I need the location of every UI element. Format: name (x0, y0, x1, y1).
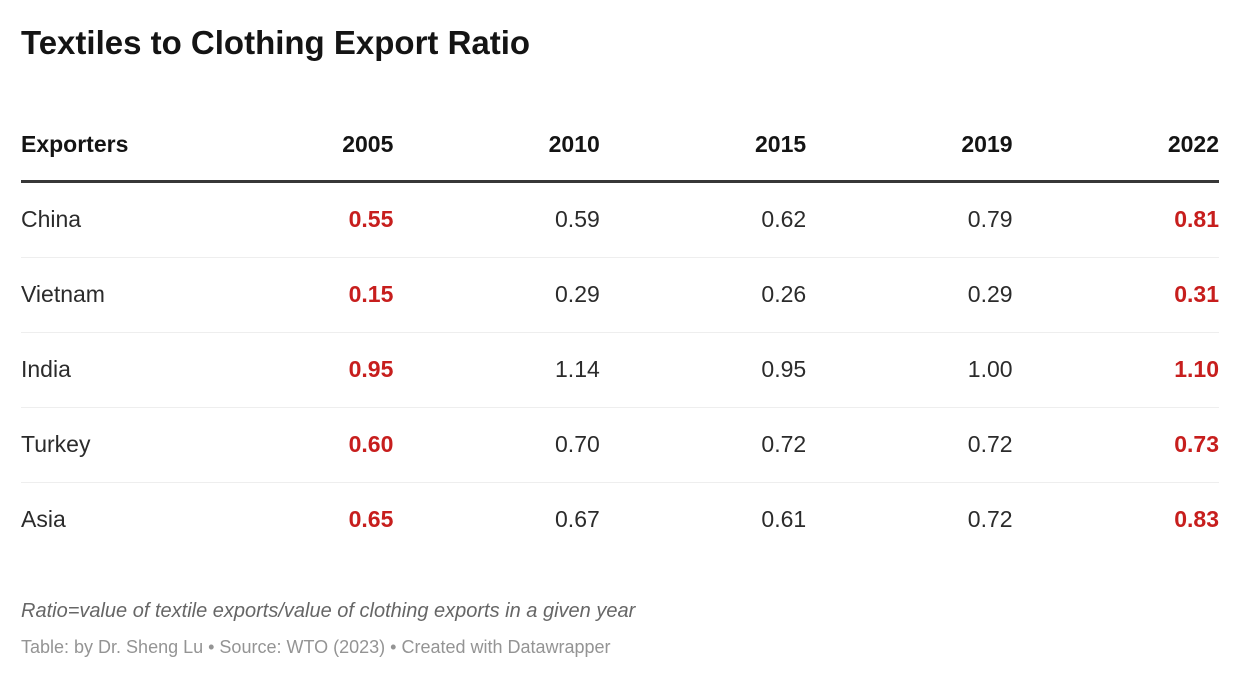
cell-value-highlighted: 0.60 (187, 407, 394, 483)
row-label: Asia (21, 506, 66, 532)
row-label: Vietnam (21, 257, 187, 333)
cell-value: 0.70 (393, 407, 600, 483)
cell-value: 0.79 (806, 181, 1013, 258)
row-label: Turkey (21, 407, 187, 483)
column-header-2005: 2005 (187, 117, 394, 183)
column-header-2010: 2010 (393, 117, 600, 183)
cell-value: 0.72 (806, 407, 1013, 483)
table-row-turkey: Turkey 0.60 0.70 0.72 0.72 0.73 (21, 407, 1219, 483)
cell-value: 0.59 (393, 181, 600, 258)
cell-value: 0.29 (806, 257, 1013, 333)
column-header-2022: 2022 (1012, 117, 1219, 183)
page-title: Textiles to Clothing Export Ratio (21, 24, 531, 61)
cell-value-highlighted: 0.31 (1012, 257, 1219, 333)
table-row-vietnam: Vietnam 0.15 0.29 0.26 0.29 0.31 (21, 257, 1219, 333)
cell-value-highlighted: 0.81 (1012, 181, 1219, 258)
cell-value: 0.67 (555, 506, 600, 532)
row-label: China (21, 181, 187, 258)
cell-value: 1.14 (393, 332, 600, 408)
cell-value: 0.26 (599, 257, 807, 333)
column-header-2019: 2019 (806, 117, 1013, 183)
row-label: India (21, 332, 187, 408)
cell-value-highlighted: 0.65 (348, 506, 394, 532)
cell-value: 0.29 (393, 257, 600, 333)
cell-value: 0.95 (599, 332, 807, 408)
cell-value-highlighted: 0.73 (1012, 407, 1219, 483)
datawrapper-table-page: Textiles to Clothing Export Ratio Export… (21, 24, 1219, 657)
cell-value: 0.61 (761, 506, 807, 532)
cell-value: 1.00 (806, 332, 1013, 408)
attribution: Table: by Dr. Sheng Lu • Source: WTO (20… (21, 637, 611, 657)
column-header-2015: 2015 (599, 117, 807, 183)
header-row: Exporters 2005 2010 2015 2019 2022 (21, 117, 1219, 183)
table-row-india: India 0.95 1.14 0.95 1.00 1.10 (21, 332, 1219, 408)
cell-value-highlighted: 0.95 (187, 332, 394, 408)
cell-value-highlighted: 1.10 (1012, 332, 1219, 408)
table-row-china: China 0.55 0.59 0.62 0.79 0.81 (21, 181, 1219, 258)
cell-value-highlighted: 0.15 (187, 257, 394, 333)
cell-value: 0.62 (599, 181, 807, 258)
column-header-exporters: Exporters (21, 117, 187, 183)
table-row-asia: Asia 0.65 0.67 0.61 0.72 0.83 (21, 483, 1219, 558)
cell-value: 0.72 (599, 407, 807, 483)
footnote: Ratio=value of textile exports/value of … (21, 600, 636, 622)
export-ratio-table: Exporters 2005 2010 2015 2019 2022 China… (21, 117, 1219, 557)
cell-value-highlighted: 0.55 (187, 181, 394, 258)
cell-value-highlighted: 0.83 (1174, 506, 1219, 532)
cell-value: 0.72 (967, 506, 1013, 532)
